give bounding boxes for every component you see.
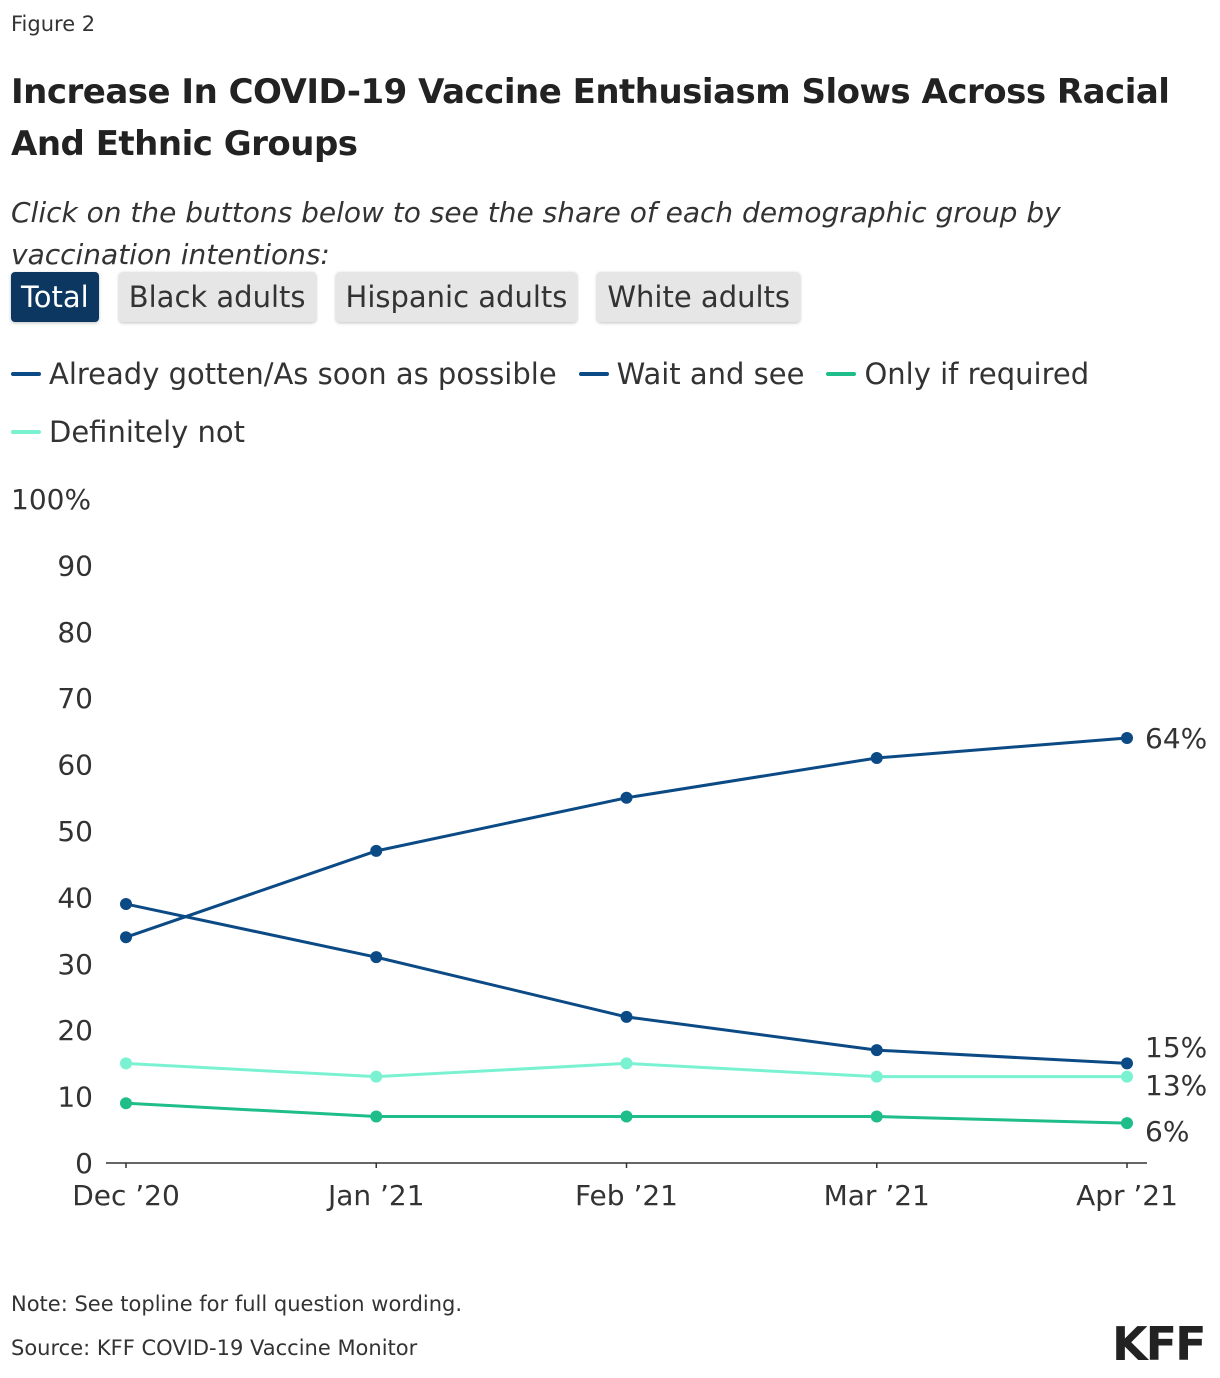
y-tick-label: 80 bbox=[57, 616, 93, 649]
white-adults-button[interactable]: White adults bbox=[597, 272, 801, 322]
data-point bbox=[370, 1110, 383, 1123]
y-tick-label: 100% bbox=[11, 483, 91, 516]
end-value-label: 6% bbox=[1145, 1115, 1189, 1148]
x-tick-label: Mar ’21 bbox=[824, 1179, 930, 1212]
legend-swatch bbox=[11, 430, 41, 434]
data-point bbox=[370, 1070, 383, 1083]
x-tick-label: Dec ’20 bbox=[72, 1179, 180, 1212]
legend-item-definitely-not[interactable]: Definitely not bbox=[11, 410, 245, 454]
y-tick-label: 20 bbox=[57, 1014, 93, 1047]
chart-source: Source: KFF COVID-19 Vaccine Monitor bbox=[11, 1336, 418, 1360]
data-point bbox=[1121, 732, 1133, 745]
data-point bbox=[370, 844, 383, 857]
end-value-label: 64% bbox=[1145, 722, 1207, 755]
chart-title: Increase In COVID-19 Vaccine Enthusiasm … bbox=[11, 72, 1170, 164]
legend-label: Definitely not bbox=[49, 415, 246, 449]
y-tick-label: 90 bbox=[57, 549, 93, 582]
data-point bbox=[620, 1010, 633, 1023]
data-point bbox=[870, 751, 883, 764]
data-point bbox=[870, 1044, 883, 1057]
line-chart: 0 10 20 30 40 50 60 70 80 90 100% Dec ’20 Jan ’21 Feb… bbox=[11, 483, 1207, 1212]
figure-label: Figure 2 bbox=[11, 12, 96, 36]
black-adults-button[interactable]: Black adults bbox=[118, 272, 316, 322]
data-point bbox=[1121, 1057, 1133, 1070]
legend-label: Already gotten/As soon as possible bbox=[49, 357, 557, 391]
legend-swatch bbox=[826, 372, 857, 376]
end-value-label: 13% bbox=[1145, 1069, 1207, 1102]
data-point bbox=[1121, 1117, 1133, 1130]
legend-swatch bbox=[11, 372, 41, 376]
series-line bbox=[124, 736, 1129, 939]
total-button[interactable]: Total bbox=[11, 272, 99, 322]
group-selector: Total Black adults Hispanic adults White… bbox=[11, 272, 801, 322]
legend-item-wait-and-see[interactable]: Wait and see bbox=[578, 352, 805, 396]
y-tick-label: 0 bbox=[75, 1147, 93, 1180]
legend-item-only-if-required[interactable]: Only if required bbox=[826, 352, 1089, 396]
y-tick-label: 30 bbox=[57, 948, 93, 981]
x-tick-label: Jan ’21 bbox=[326, 1179, 425, 1212]
kff-logo: KFF bbox=[1112, 1317, 1206, 1371]
data-point bbox=[620, 791, 633, 804]
data-point bbox=[620, 1110, 633, 1123]
data-point bbox=[120, 1057, 132, 1070]
y-tick-label: 40 bbox=[57, 881, 93, 914]
data-point bbox=[120, 1097, 132, 1110]
x-tick-label: Feb ’21 bbox=[575, 1179, 678, 1212]
y-tick-label: 60 bbox=[57, 749, 93, 782]
legend-swatch bbox=[578, 372, 609, 376]
end-value-label: 15% bbox=[1145, 1031, 1207, 1064]
y-tick-label: 70 bbox=[57, 682, 93, 715]
data-point bbox=[370, 951, 383, 964]
data-point bbox=[620, 1057, 633, 1070]
y-tick-label: 10 bbox=[57, 1081, 93, 1114]
hispanic-adults-button[interactable]: Hispanic adults bbox=[335, 272, 578, 322]
legend-label: Only if required bbox=[864, 357, 1090, 391]
series-line bbox=[124, 902, 1129, 1065]
data-point bbox=[870, 1070, 883, 1083]
data-point bbox=[120, 931, 132, 944]
chart-note: Note: See topline for full question word… bbox=[11, 1292, 463, 1316]
data-point bbox=[120, 898, 132, 911]
y-tick-label: 50 bbox=[57, 815, 93, 848]
legend-item-already-gotten[interactable]: Already gotten/As soon as possible bbox=[11, 352, 557, 396]
x-tick-label: Apr ’21 bbox=[1076, 1179, 1178, 1212]
data-point bbox=[870, 1110, 883, 1123]
chart-subtitle: Click on the buttons below to see the sh… bbox=[11, 196, 1061, 271]
chart-legend: Already gotten/As soon as possible Wait … bbox=[11, 352, 1206, 454]
data-point bbox=[1121, 1070, 1133, 1083]
legend-label: Wait and see bbox=[616, 357, 805, 391]
